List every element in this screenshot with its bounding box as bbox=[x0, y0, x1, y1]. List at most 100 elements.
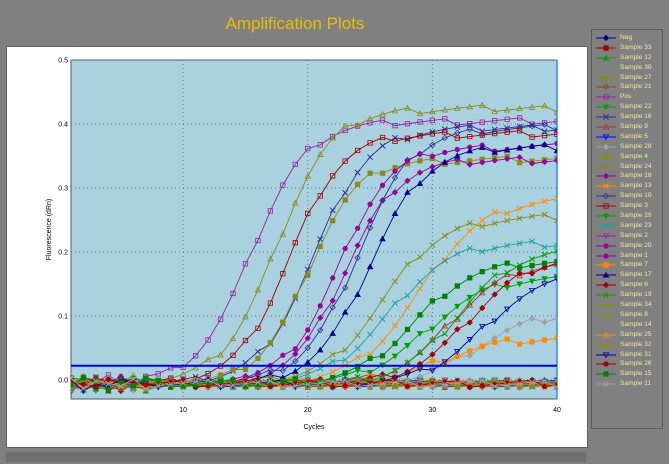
legend-swatch bbox=[596, 134, 616, 141]
data-point bbox=[367, 170, 373, 176]
data-point bbox=[304, 335, 311, 342]
legend-swatch bbox=[596, 193, 616, 200]
legend-item[interactable]: Sample 27 bbox=[592, 73, 662, 83]
legend-item[interactable]: Sample 22 bbox=[592, 102, 662, 112]
legend-item[interactable]: Sample 3 bbox=[592, 201, 662, 211]
legend-item[interactable]: Sample 20 bbox=[592, 241, 662, 251]
legend-item[interactable]: Sample 9 bbox=[592, 122, 662, 132]
legend-item[interactable]: Sample 32 bbox=[592, 340, 662, 350]
legend-label: Sample 30 bbox=[620, 63, 652, 71]
legend-item[interactable]: Sample 18 bbox=[592, 171, 662, 181]
data-point bbox=[429, 351, 436, 358]
data-point bbox=[503, 155, 511, 162]
data-point bbox=[404, 342, 411, 349]
legend-item[interactable]: Sample 16 bbox=[592, 112, 662, 122]
plot-area[interactable]: 10 20 30 40 0.0 0.1 0.2 0.3 0.4 0.5 Cycles Fluoresc… bbox=[7, 47, 587, 447]
data-point bbox=[602, 282, 610, 289]
data-point bbox=[454, 326, 461, 333]
data-point bbox=[379, 110, 386, 117]
legend-item[interactable]: Sample 19 bbox=[592, 290, 662, 300]
series-line bbox=[71, 375, 557, 390]
data-point bbox=[404, 326, 411, 333]
legend-item[interactable]: Sample 21 bbox=[592, 82, 662, 92]
data-point bbox=[441, 257, 448, 264]
legend-item[interactable]: Sample 26 bbox=[592, 359, 662, 369]
data-point bbox=[441, 126, 448, 133]
legend-item[interactable]: Sample 28 bbox=[592, 142, 662, 152]
legend-item[interactable]: Sample 33 bbox=[592, 43, 662, 53]
data-point bbox=[441, 314, 449, 321]
legend-item[interactable]: Sample 4 bbox=[592, 152, 662, 162]
data-point bbox=[329, 351, 336, 358]
legend-item[interactable]: Sample 30 bbox=[592, 63, 662, 73]
data-point bbox=[441, 359, 449, 366]
legend-item[interactable]: Sample 10 bbox=[592, 191, 662, 201]
legend-item[interactable]: Neg bbox=[592, 33, 662, 43]
data-point bbox=[554, 248, 557, 255]
legend-item[interactable]: Sample 14 bbox=[592, 320, 662, 330]
data-point bbox=[603, 64, 609, 71]
data-point bbox=[466, 227, 473, 234]
data-point bbox=[554, 384, 557, 391]
data-point bbox=[130, 382, 136, 389]
y-tick-label: 0.5 bbox=[58, 58, 68, 65]
legend-item[interactable]: Sample 13 bbox=[592, 181, 662, 191]
legend-item[interactable]: Sample 23 bbox=[592, 221, 662, 231]
legend-item[interactable]: Pos bbox=[592, 92, 662, 102]
data-point bbox=[392, 138, 398, 144]
data-point bbox=[230, 382, 236, 389]
data-point bbox=[454, 283, 460, 289]
data-point bbox=[117, 376, 125, 383]
data-point bbox=[529, 339, 535, 345]
data-point bbox=[330, 173, 336, 179]
legend-item[interactable]: Sample 29 bbox=[592, 211, 662, 221]
data-point bbox=[429, 242, 436, 249]
data-point bbox=[391, 174, 399, 181]
x-axis-label: Cycles bbox=[303, 424, 325, 431]
data-point bbox=[541, 383, 548, 390]
data-point bbox=[478, 143, 486, 150]
data-point bbox=[279, 367, 287, 374]
data-point bbox=[602, 84, 610, 91]
legend-label: Sample 6 bbox=[620, 281, 648, 289]
legend-item[interactable]: Sample 8 bbox=[592, 310, 662, 320]
data-point bbox=[404, 377, 411, 384]
data-point bbox=[479, 248, 486, 255]
legend-item[interactable]: Sample 15 bbox=[592, 369, 662, 379]
data-point bbox=[379, 316, 386, 323]
data-point bbox=[205, 370, 211, 377]
legend-item[interactable]: Sample 24 bbox=[592, 162, 662, 172]
data-point bbox=[417, 151, 423, 157]
legend-label: Sample 5 bbox=[620, 132, 648, 140]
legend-item[interactable]: Sample 31 bbox=[592, 350, 662, 360]
legend-item[interactable]: Sample 2 bbox=[592, 231, 662, 241]
legend-item[interactable]: Sample 17 bbox=[592, 270, 662, 280]
data-point bbox=[603, 292, 609, 299]
legend-item[interactable]: Sample 34 bbox=[592, 300, 662, 310]
legend-item[interactable]: Sample 7 bbox=[592, 260, 662, 270]
data-point bbox=[292, 293, 298, 299]
legend-item[interactable]: Sample 12 bbox=[592, 53, 662, 63]
legend-item[interactable]: Sample 11 bbox=[592, 379, 662, 389]
legend-item[interactable]: Sample 6 bbox=[592, 280, 662, 290]
data-point bbox=[541, 102, 548, 109]
data-point bbox=[442, 129, 448, 135]
legend-label: Sample 13 bbox=[620, 182, 652, 190]
data-point bbox=[554, 131, 557, 137]
data-point bbox=[292, 367, 299, 374]
data-point bbox=[528, 122, 536, 130]
legend-item[interactable]: Sample 5 bbox=[592, 132, 662, 142]
data-point bbox=[491, 128, 498, 135]
data-point bbox=[504, 382, 511, 389]
data-point bbox=[330, 384, 336, 390]
legend-item[interactable]: Sample 1 bbox=[592, 251, 662, 261]
data-point bbox=[367, 315, 374, 322]
legend-item[interactable]: Sample 25 bbox=[592, 330, 662, 340]
data-point bbox=[217, 378, 224, 385]
legend-label: Sample 14 bbox=[620, 320, 652, 328]
data-point bbox=[466, 122, 473, 129]
data-point bbox=[404, 177, 411, 185]
data-point bbox=[217, 351, 224, 358]
data-point bbox=[305, 210, 311, 216]
data-point bbox=[305, 146, 311, 152]
